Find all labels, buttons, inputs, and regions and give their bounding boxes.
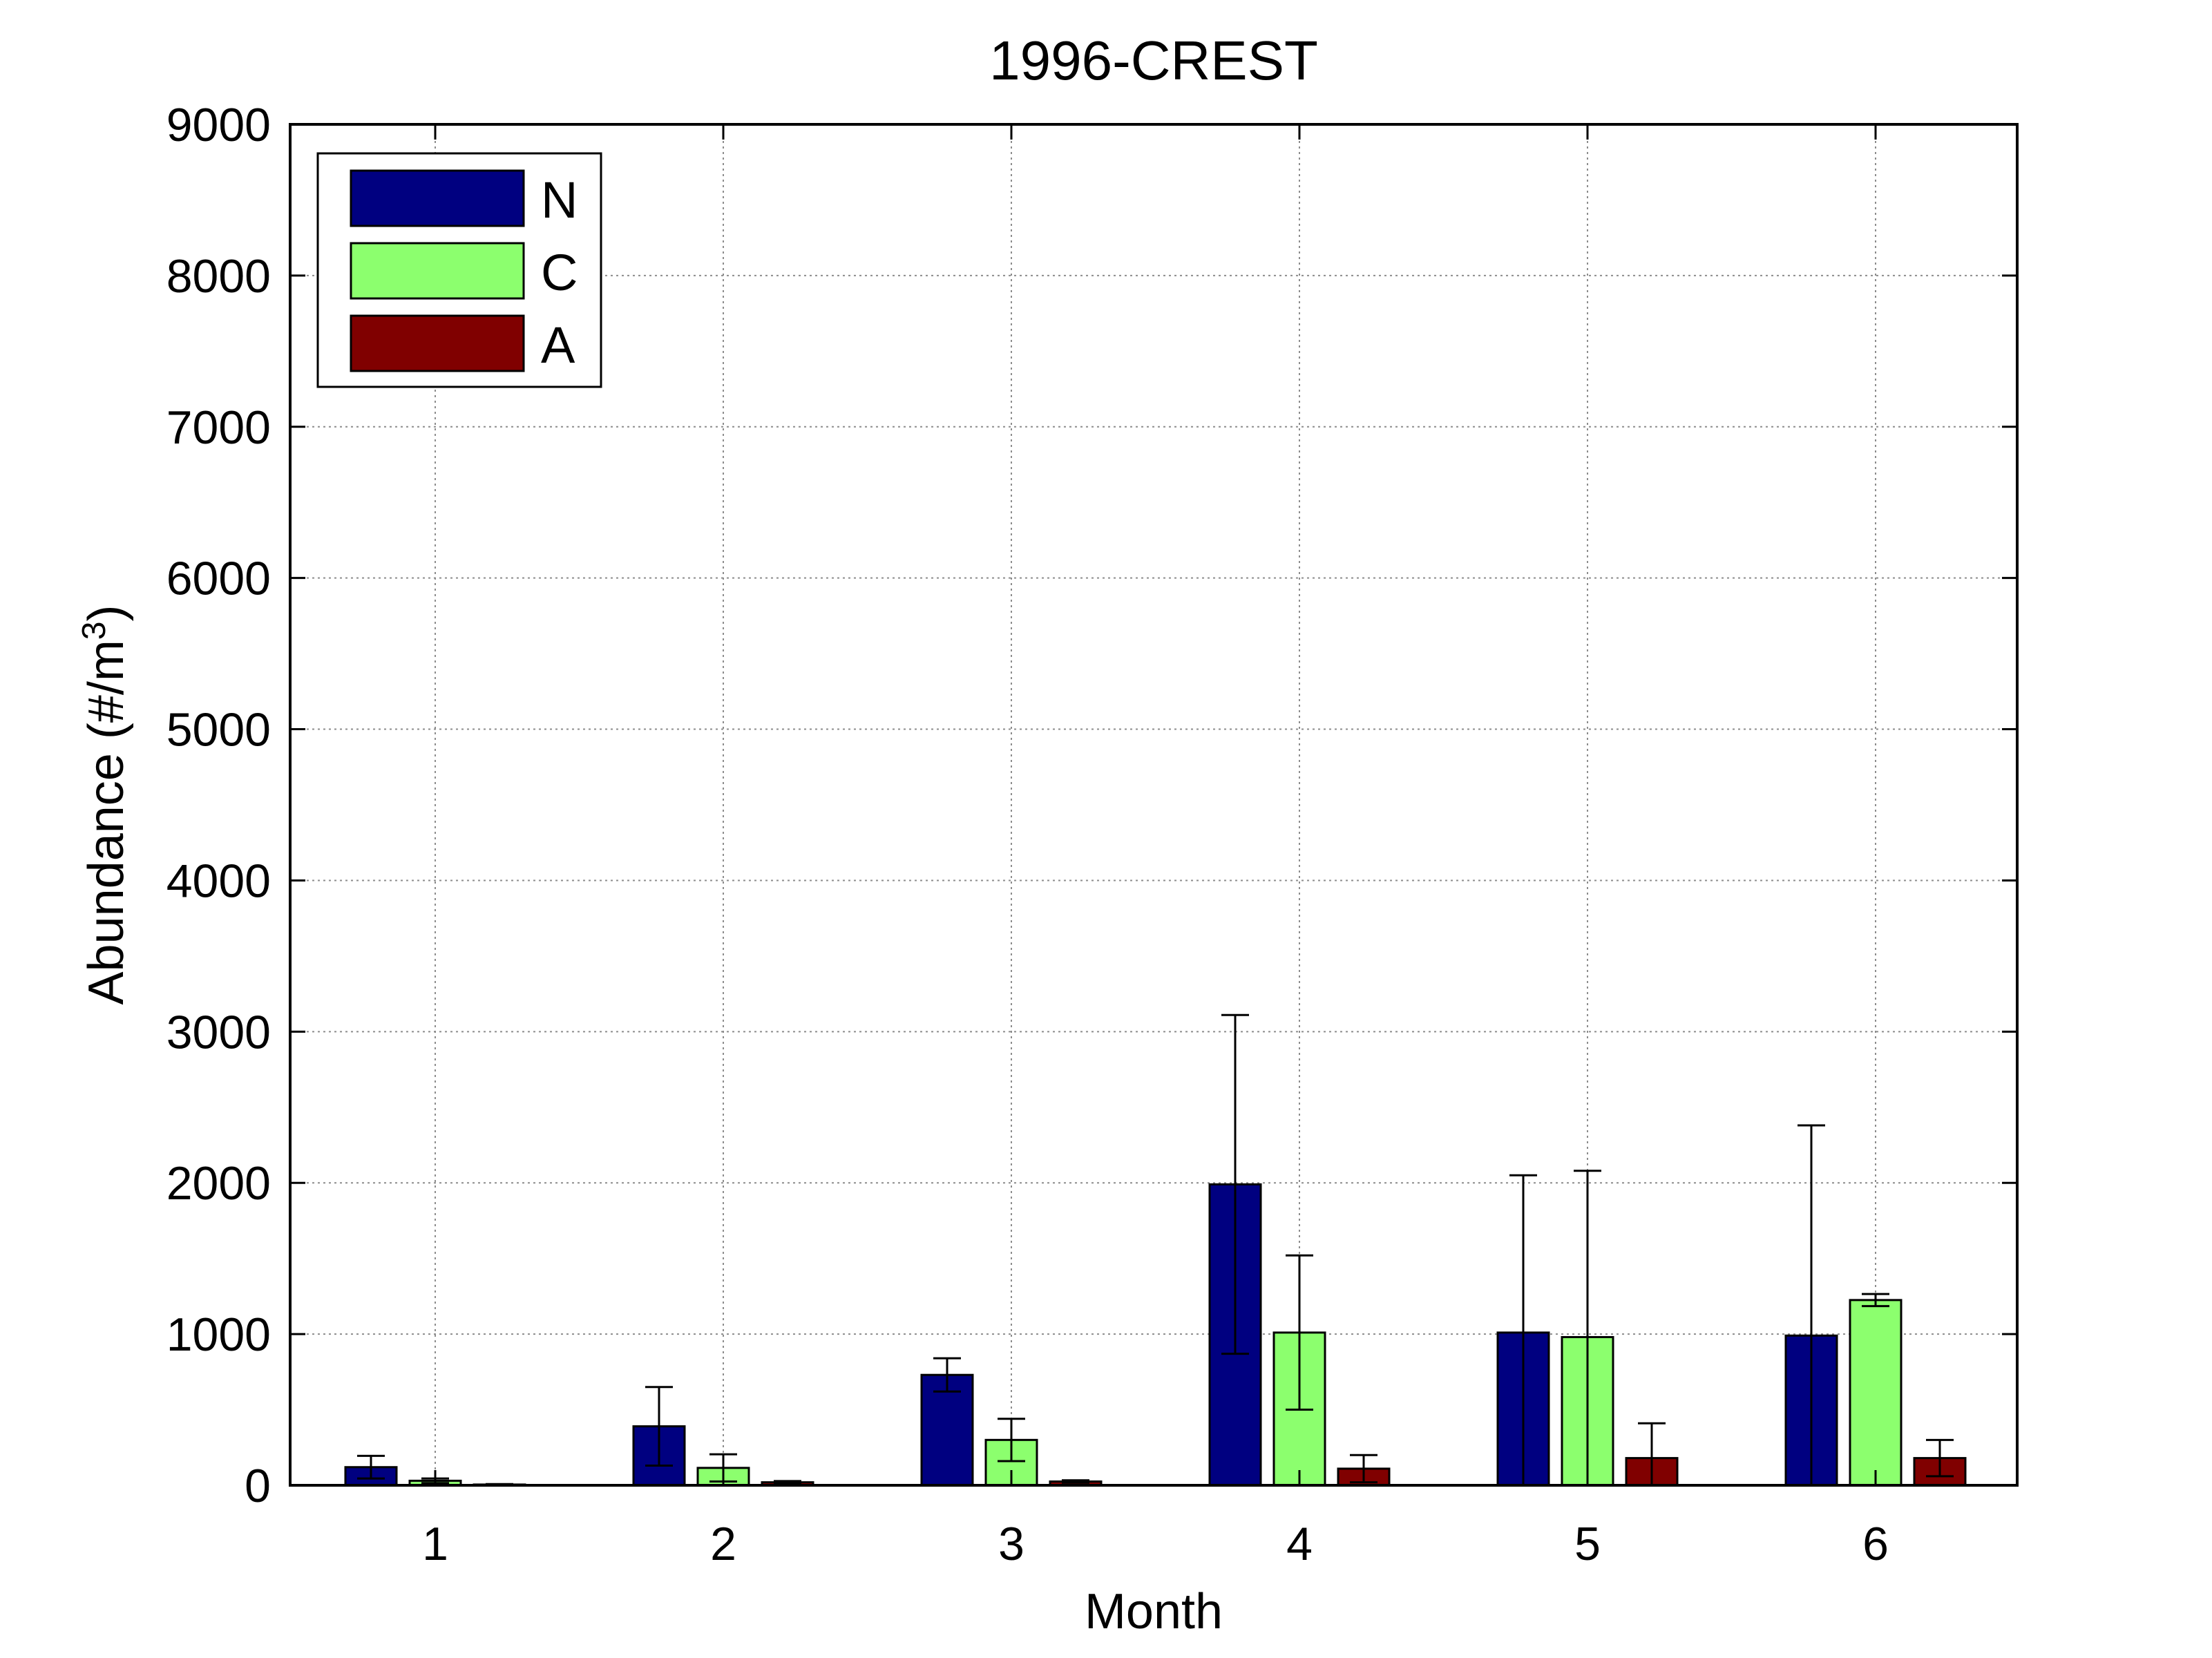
- error-bar-N-3: [933, 1357, 961, 1393]
- legend-label-C: C: [541, 244, 578, 301]
- legend-swatch-A: [350, 314, 525, 372]
- legend-swatch-N: [350, 169, 525, 227]
- axis-ticks: 0 1000 2000 3000 4000 5000 6000 7000 8000 9000 1 2 3…: [166, 99, 2017, 1570]
- error-bar-N-2: [645, 1386, 673, 1467]
- x-tick-label: 5: [1574, 1518, 1601, 1570]
- error-bar-N-4: [1221, 1013, 1249, 1355]
- error-bar-C-4: [1286, 1254, 1313, 1411]
- y-tick-label: 4000: [166, 855, 271, 907]
- y-tick-label: 9000: [166, 99, 271, 151]
- y-tick-label: 6000: [166, 553, 271, 605]
- y-axis-label-superscript: 3: [76, 621, 113, 640]
- error-bar-C-6: [1862, 1293, 1889, 1308]
- error-bars: [357, 1013, 1954, 1487]
- y-axis-label-close: ): [79, 604, 134, 621]
- y-axis-label: Abundance (#/m3): [76, 604, 135, 1004]
- error-bar-A-2: [774, 1480, 801, 1485]
- legend: NCA: [316, 152, 602, 388]
- x-tick-label: 1: [422, 1518, 448, 1570]
- chart-title: 1996-CREST: [989, 30, 1318, 91]
- y-tick-label: 7000: [166, 401, 271, 454]
- x-tick-label: 4: [1286, 1518, 1313, 1570]
- x-tick-label: 6: [1862, 1518, 1889, 1570]
- bars: [344, 1183, 1967, 1487]
- y-axis-label-main: Abundance (#/m: [79, 640, 134, 1004]
- y-tick-label: 0: [245, 1460, 271, 1512]
- y-tick-label: 5000: [166, 704, 271, 756]
- y-tick-label: 8000: [166, 250, 271, 303]
- x-tick-label: 3: [998, 1518, 1024, 1570]
- plot-frame: [289, 123, 2019, 1487]
- x-tick-label: 2: [710, 1518, 736, 1570]
- legend-label-N: N: [541, 171, 578, 229]
- legend-swatch-C: [350, 242, 525, 300]
- y-tick-label: 1000: [166, 1308, 271, 1361]
- y-tick-label: 3000: [166, 1006, 271, 1058]
- legend-label-A: A: [541, 316, 575, 374]
- bar-C-6: [1849, 1299, 1903, 1487]
- y-tick-label: 2000: [166, 1157, 271, 1210]
- error-bar-A-4: [1350, 1454, 1377, 1484]
- error-bar-N-1: [357, 1454, 385, 1480]
- x-axis-label: Month: [1085, 1584, 1223, 1639]
- error-bar-C-3: [998, 1418, 1025, 1462]
- error-bar-A-3: [1062, 1479, 1089, 1484]
- error-bar-A-6: [1926, 1438, 1954, 1478]
